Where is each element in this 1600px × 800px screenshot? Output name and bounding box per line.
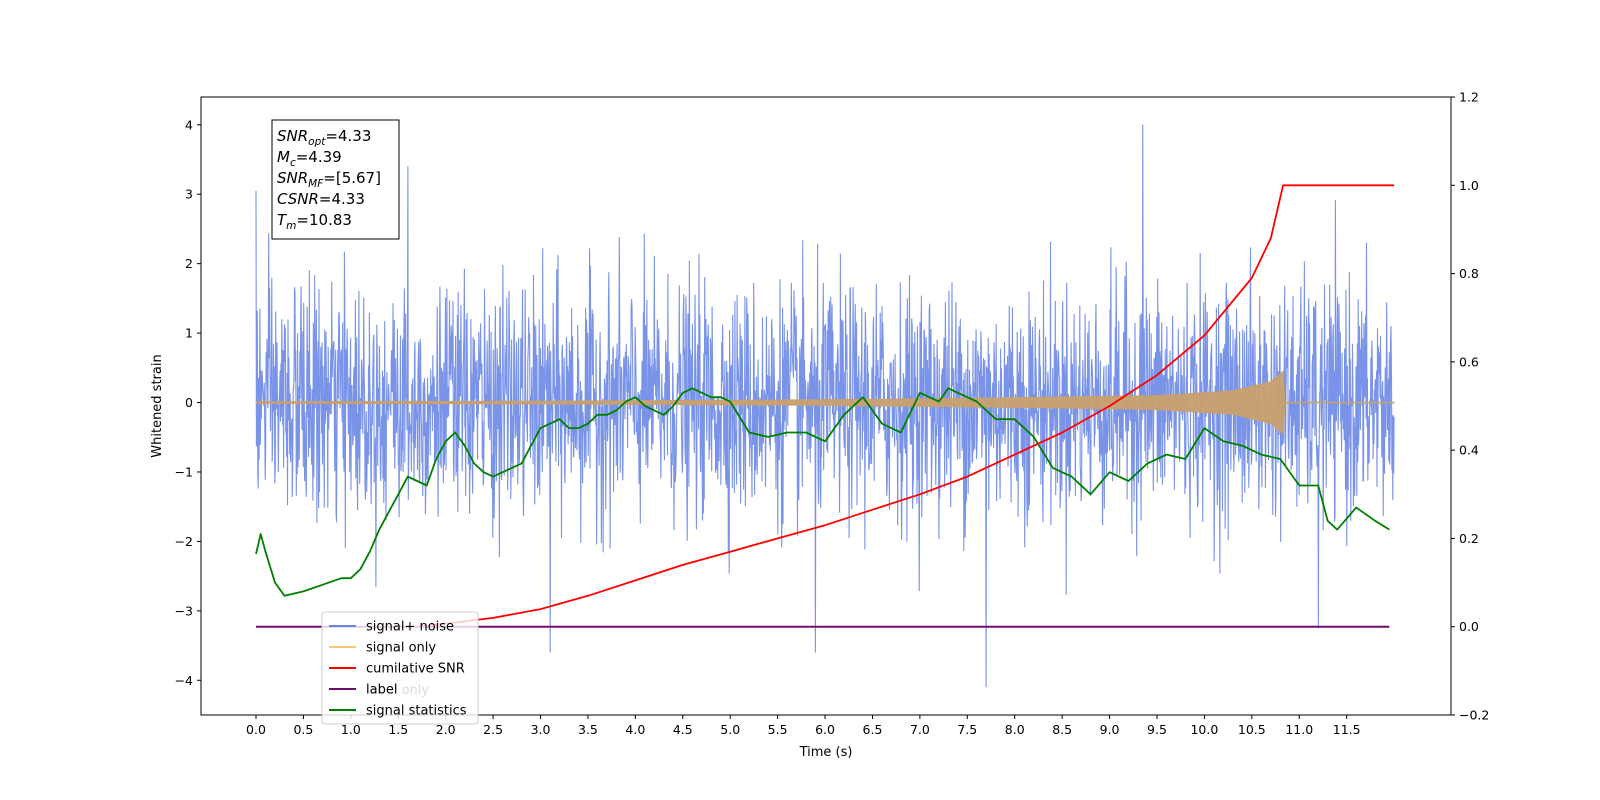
x-tick-label: 3.0 [531, 722, 551, 737]
x-tick-label: 1.0 [341, 722, 361, 737]
x-tick-label: 6.5 [863, 722, 883, 737]
stats-lines: SNRopt=4.33Mc=4.39SNRMF=[5.67]CSNR=4.33T… [277, 127, 381, 232]
y-left-tick-label: 4 [185, 117, 193, 132]
x-tick-label: 0.5 [293, 722, 313, 737]
series-signal-only [255, 370, 1395, 435]
stats-line: CSNR=4.33 [277, 190, 365, 208]
y-left-tick-label: −3 [175, 603, 193, 618]
legend-label: label [366, 683, 397, 698]
x-axis-label: Time (s) [799, 745, 853, 760]
x-tick-label: 2.0 [436, 722, 456, 737]
cumulative-snr-line [417, 184, 1395, 628]
stats-symbol: CSNR [277, 190, 319, 208]
plot-frame [200, 96, 1452, 716]
y-left-tick-label: −4 [175, 673, 193, 688]
y-right-tick-label: −0.2 [1459, 708, 1489, 723]
x-tick-label: 9.0 [1100, 722, 1120, 737]
x-tick-label: 4.0 [625, 722, 645, 737]
x-tick-label: 7.0 [910, 722, 930, 737]
y-left-tick-label: 2 [185, 256, 193, 271]
series-cumulative-snr [417, 184, 1395, 628]
x-tick-label: 10.5 [1238, 722, 1266, 737]
x-tick-label: 6.0 [815, 722, 835, 737]
stats-value: =4.33 [319, 190, 365, 208]
y-left-tick-label: 3 [185, 187, 193, 202]
y-right-axis-ticks: −0.2 0.0 0.2 0.4 0.6 0.8 1.0 1.2 [1451, 90, 1489, 723]
series-signal-noise [255, 124, 1395, 688]
series-signal-statistics [255, 387, 1390, 597]
legend-item: cumilative SNR [329, 662, 465, 677]
x-tick-label: 11.0 [1285, 722, 1313, 737]
x-tick-label: 2.5 [483, 722, 503, 737]
x-tick-label: 8.5 [1052, 722, 1072, 737]
y-right-tick-label: 0.4 [1459, 443, 1479, 458]
legend-items: signal+ noise signal only cumilative SNR la… [329, 620, 467, 719]
x-tick-label: 5.5 [768, 722, 788, 737]
stats-symbol: SNR [277, 169, 308, 187]
x-axis-ticks: 0.0 0.5 1.0 1.5 2.0 2.5 3.0 3.5 4.0 4.5 5.0 5.5 6.0 6… [246, 715, 1361, 737]
y-right-tick-label: 0.2 [1459, 531, 1479, 546]
y-right-tick-label: 1.2 [1459, 90, 1479, 105]
stats-value: =4.33 [325, 127, 371, 145]
stats-subscript: MF [308, 178, 324, 190]
x-tick-label: 1.5 [388, 722, 408, 737]
signal-statistics-line [255, 387, 1390, 597]
stats-box: SNRopt=4.33Mc=4.39SNRMF=[5.67]CSNR=4.33T… [271, 119, 400, 240]
legend-item: label [329, 683, 397, 698]
y-axis-label: Whitened strain [150, 354, 165, 457]
x-tick-label: 3.5 [578, 722, 598, 737]
legend-label: signal+ noise [366, 620, 454, 635]
y-left-tick-label: 0 [185, 395, 193, 410]
legend: label only signal+ noise signal only cumil… [321, 611, 479, 725]
x-tick-label: 10.0 [1190, 722, 1218, 737]
stats-line: SNRMF=[5.67] [277, 169, 381, 190]
stats-line: Tm=10.83 [277, 211, 352, 232]
stats-symbol: T [277, 211, 288, 229]
legend-item: signal statistics [329, 704, 467, 719]
y-left-tick-label: −2 [175, 534, 193, 549]
x-tick-label: 9.5 [1147, 722, 1167, 737]
legend-label: cumilative SNR [366, 662, 465, 677]
stats-subscript: m [286, 220, 296, 232]
stats-box-frame [271, 119, 400, 240]
y-right-tick-label: 0.0 [1459, 619, 1479, 634]
y-right-tick-label: 0.8 [1459, 266, 1479, 281]
y-right-tick-label: 1.0 [1459, 178, 1479, 193]
signal-only-band [255, 370, 1395, 435]
signal-noise-line [255, 124, 1395, 688]
stats-symbol: SNR [277, 127, 308, 145]
legend-label: signal only [366, 641, 436, 656]
x-tick-label: 11.5 [1333, 722, 1361, 737]
x-tick-label: 7.5 [957, 722, 977, 737]
legend-overlay-text: label only [366, 683, 429, 698]
stats-subscript: c [290, 157, 296, 169]
stats-value: =10.83 [296, 211, 352, 229]
stats-subscript: opt [308, 136, 326, 148]
x-tick-label: 4.5 [673, 722, 693, 737]
stats-line: Mc=4.39 [277, 148, 342, 169]
y-left-axis-ticks: −4 −3 −2 −1 0 1 2 3 4 [175, 117, 201, 688]
stats-symbol: M [277, 148, 290, 166]
stats-value: =4.39 [296, 148, 342, 166]
y-left-tick-label: −1 [175, 464, 193, 479]
x-tick-label: 0.0 [246, 722, 266, 737]
x-tick-label: 8.0 [1005, 722, 1025, 737]
y-left-tick-label: 1 [185, 326, 193, 341]
stats-value: =[5.67] [323, 169, 381, 187]
stats-line: SNRopt=4.33 [277, 127, 371, 148]
legend-item: signal+ noise [329, 620, 454, 635]
legend-frame [321, 611, 479, 725]
x-tick-label: 5.0 [720, 722, 740, 737]
legend-item: signal only [329, 641, 436, 656]
legend-label: signal statistics [366, 704, 467, 719]
y-right-tick-label: 0.6 [1459, 354, 1479, 369]
